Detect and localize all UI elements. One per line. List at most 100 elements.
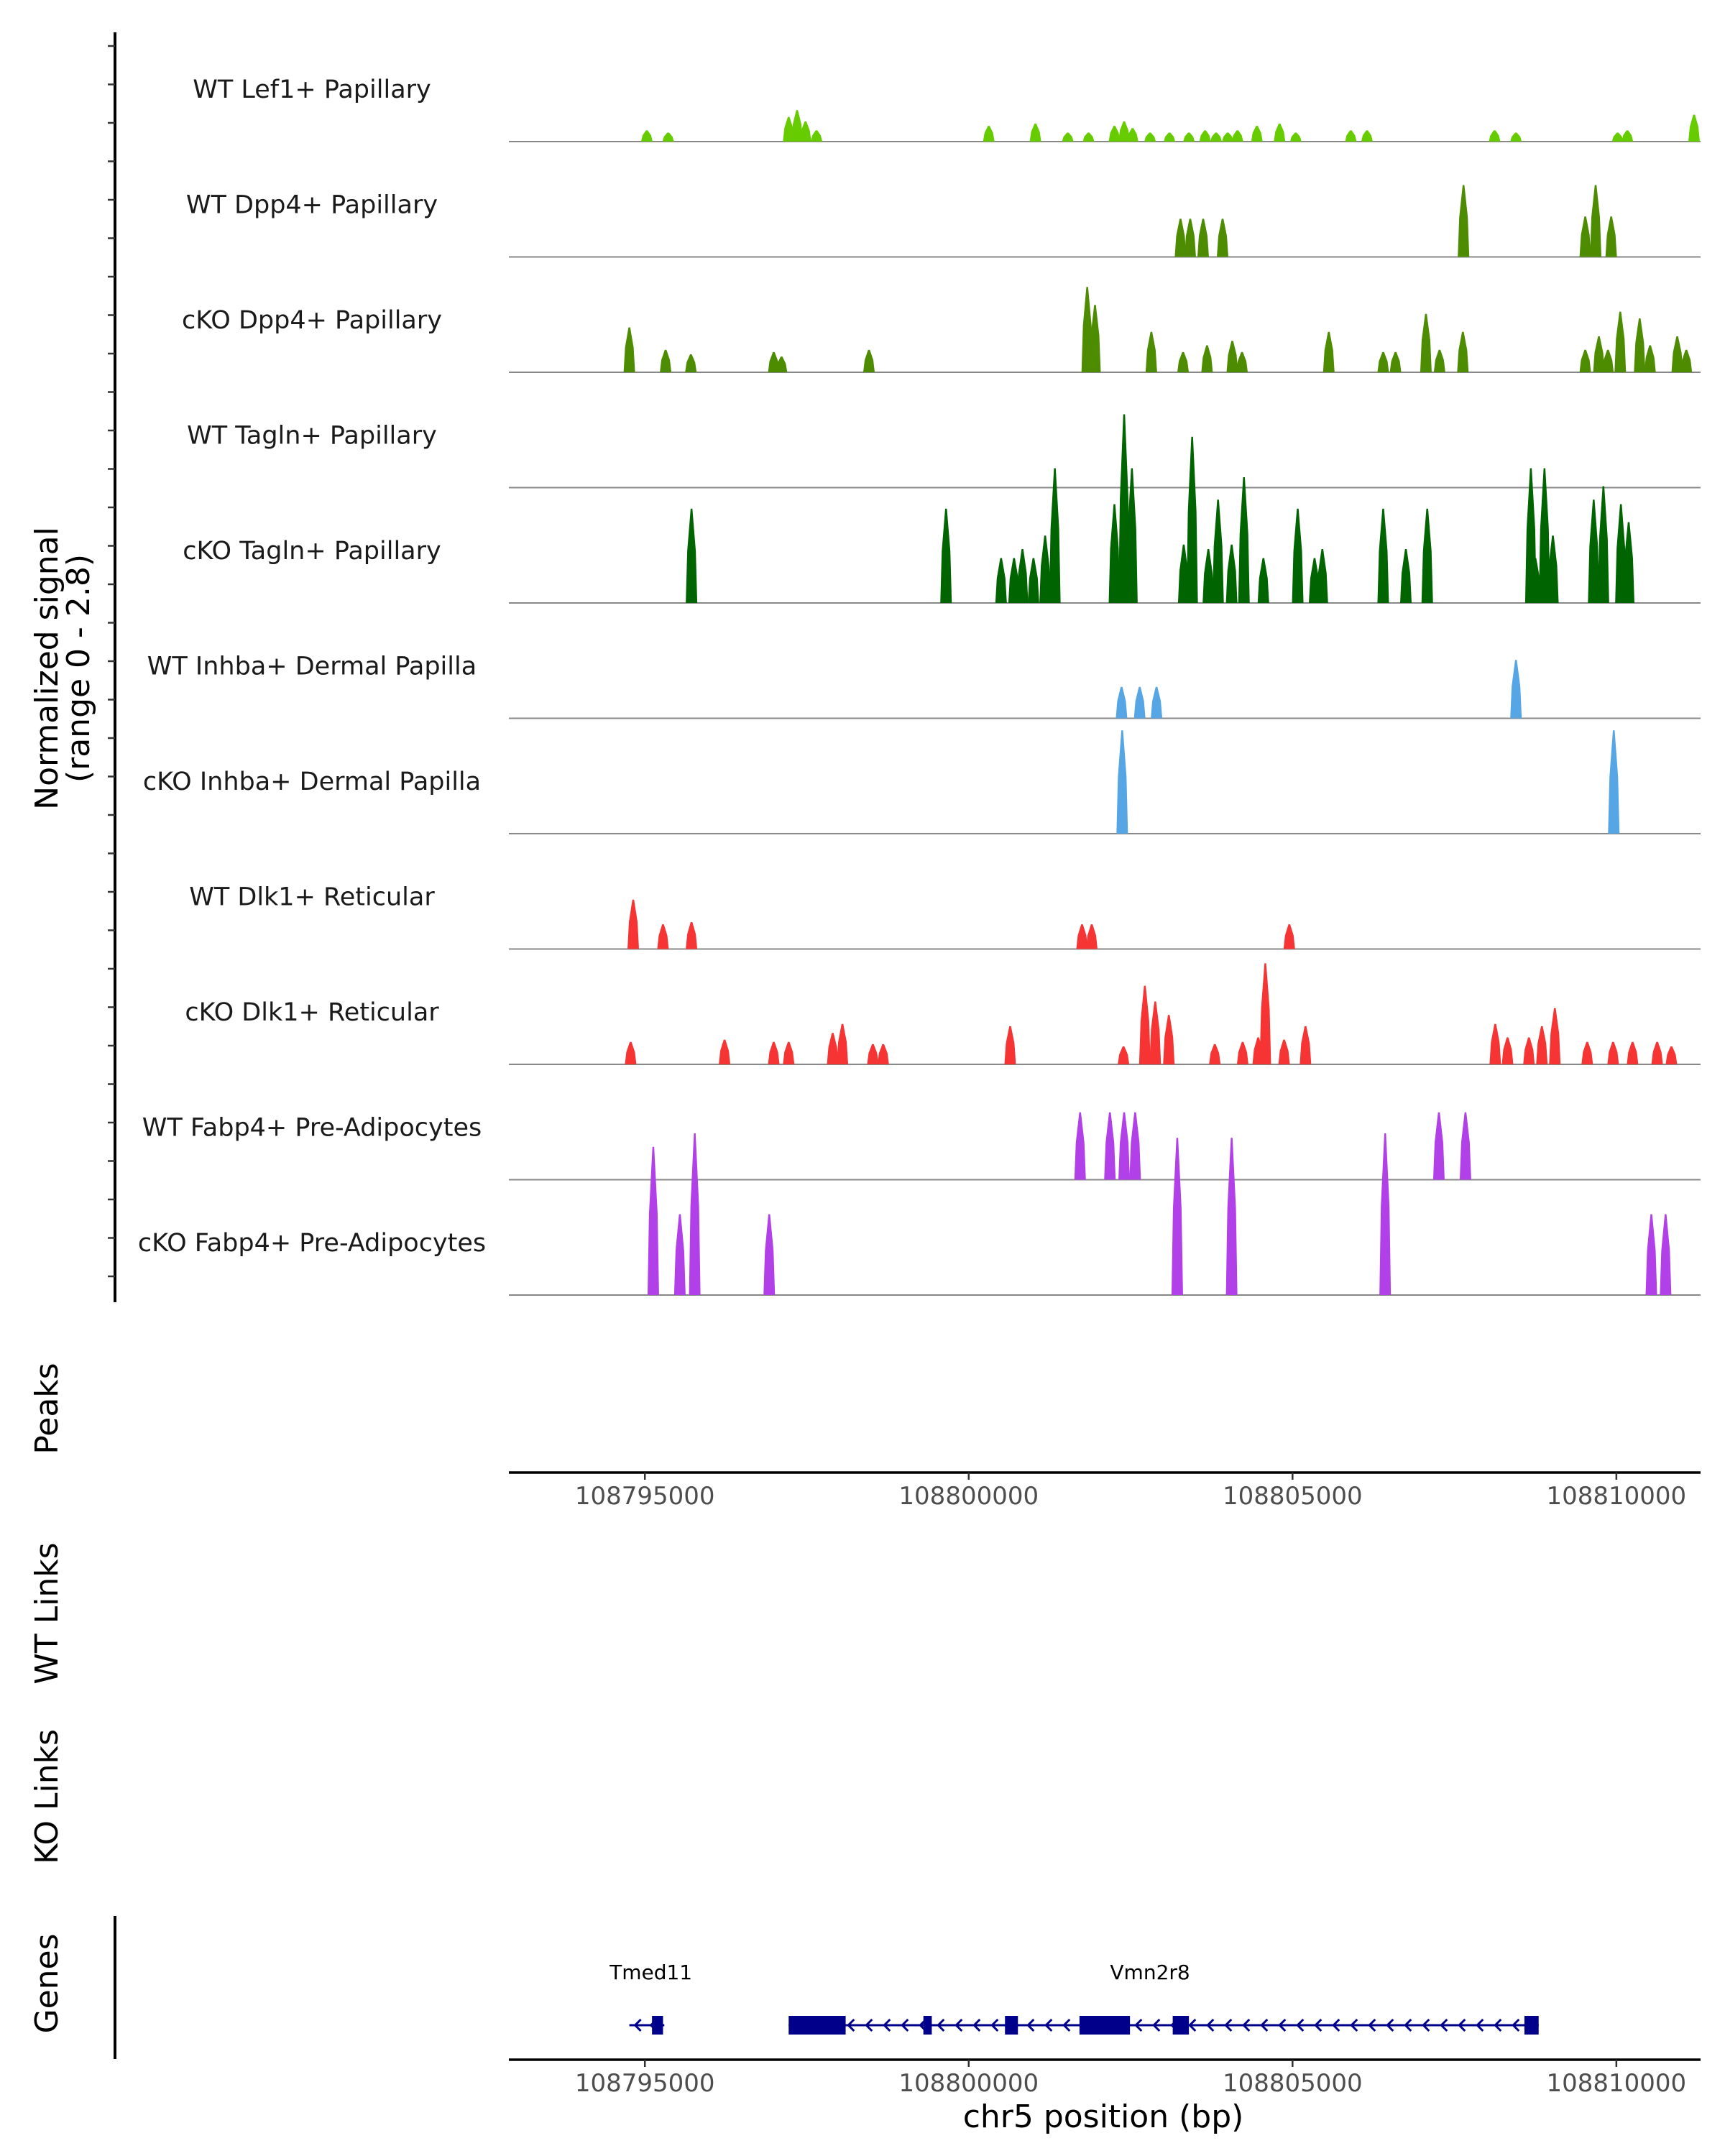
signal-peak (647, 1146, 659, 1295)
signal-peak (623, 327, 635, 372)
signal-peak (1039, 535, 1052, 603)
signal-peak (783, 1041, 795, 1064)
strand-arrow (883, 2018, 891, 2032)
signal-peak (1316, 549, 1328, 603)
signal-peak (1501, 1037, 1514, 1064)
signal-peak (1209, 1044, 1221, 1064)
signal-peak (1345, 130, 1357, 142)
signal-peak (1074, 1112, 1086, 1180)
genes-tick-label: 108795000 (575, 2069, 715, 2098)
signal-peak (1174, 218, 1187, 257)
signal-peak (1588, 499, 1600, 603)
x-axis-title: chr5 position (bp) (963, 2099, 1244, 2135)
signal-peak (1108, 504, 1121, 603)
strand-arrow (1296, 2018, 1305, 2032)
strand-arrow (1062, 2018, 1071, 2032)
signal-peak (1530, 558, 1542, 603)
strand-arrow (1260, 2018, 1269, 2032)
signal-peak (1644, 345, 1656, 372)
signal-peak (1177, 544, 1190, 603)
track-3: WT Tagln+ Papillary (187, 422, 1701, 489)
gene-name: Tmed11 (609, 1961, 692, 1984)
gene-Vmn2r8: Vmn2r8 (788, 1961, 1539, 2035)
signal-peak (1145, 331, 1157, 372)
signal-peak (783, 116, 795, 142)
signal-peak (827, 1033, 839, 1064)
signal-peak (1283, 924, 1295, 949)
track-9: WT Fabp4+ Pre-Adipocytes (142, 1112, 1701, 1181)
track-label: WT Dlk1+ Reticular (189, 883, 435, 912)
signal-peak (1062, 132, 1074, 142)
signal-peak (1222, 132, 1234, 142)
track-label: WT Lef1+ Papillary (193, 75, 431, 104)
signal-peak (1029, 124, 1041, 142)
signal-peak (1118, 1046, 1130, 1064)
track-1: WT Dpp4+ Papillary (186, 185, 1701, 258)
genes-section-title: Genes (29, 1933, 65, 2033)
signal-peak (1379, 1133, 1392, 1295)
signal-peak (1212, 499, 1224, 603)
signal-peak (1251, 126, 1263, 142)
track-10: cKO Fabp4+ Pre-Adipocytes (138, 1133, 1701, 1296)
signal-peak (1459, 1112, 1471, 1180)
strand-arrow (1314, 2018, 1322, 2032)
strand-arrow (1512, 2018, 1520, 2032)
exon-block (1005, 2016, 1018, 2035)
track-label: cKO Dlk1+ Reticular (185, 998, 439, 1027)
left-axis (108, 32, 116, 1302)
peaks-section-title: Peaks (29, 1363, 65, 1454)
exon-block (788, 2016, 846, 2035)
signal-peak (1238, 477, 1250, 603)
strand-arrow (1044, 2018, 1053, 2032)
signal-peak (837, 1023, 849, 1064)
signal-peak (1579, 349, 1591, 372)
track-label: cKO Inhba+ Dermal Papilla (143, 768, 481, 796)
signal-peak (1225, 544, 1238, 603)
y-axis-title-line2: (range 0 - 2.8) (60, 554, 97, 783)
signal-peak (1027, 558, 1039, 603)
signal-peak (1579, 216, 1591, 257)
signal-peak (1634, 318, 1646, 372)
signal-peak (686, 922, 698, 949)
signal-peak (1231, 130, 1243, 142)
signal-peak (1163, 1015, 1175, 1064)
strand-arrow (954, 2018, 963, 2032)
signal-peak (1538, 468, 1550, 603)
signal-peak (763, 1214, 776, 1295)
ko-links-section-title: KO Links (29, 1729, 65, 1864)
signal-peak (1129, 1112, 1141, 1180)
signal-peak (1536, 1026, 1548, 1064)
signal-peak (1688, 114, 1700, 142)
signal-peak (776, 356, 788, 372)
signal-peak (689, 1133, 701, 1295)
signal-peak (1457, 331, 1469, 372)
signal-peak (1581, 1041, 1593, 1064)
strand-arrow (633, 2018, 642, 2032)
signal-peak (1605, 216, 1617, 257)
signal-peak (1226, 341, 1238, 372)
signal-peak (1144, 132, 1156, 142)
signal-peak (1171, 1138, 1183, 1295)
signal-peak (1489, 130, 1501, 142)
signal-peak (1377, 508, 1389, 603)
signal-peak (1602, 349, 1614, 372)
strand-arrow (1368, 2018, 1376, 2032)
signal-peak (863, 349, 875, 372)
strand-arrow (1134, 2018, 1143, 2032)
strand-arrow (937, 2018, 945, 2032)
signal-peak (940, 508, 952, 603)
track-label: WT Tagln+ Papillary (187, 422, 437, 451)
signal-peak (1593, 336, 1605, 372)
exon-block (1524, 2016, 1539, 2035)
strand-arrow (1458, 2018, 1466, 2032)
y-axis-title-line1: Normalized signal (29, 527, 65, 810)
signal-peak (1116, 730, 1128, 834)
genes-tick-label: 108800000 (898, 2069, 1039, 2098)
signal-peak (1236, 1041, 1248, 1064)
strand-arrow (1026, 2018, 1035, 2032)
strand-arrow (1278, 2018, 1287, 2032)
strand-arrow (1242, 2018, 1251, 2032)
track-label: cKO Dpp4+ Papillary (182, 306, 442, 335)
signal-peak (625, 1041, 637, 1064)
signal-peak (686, 508, 698, 603)
